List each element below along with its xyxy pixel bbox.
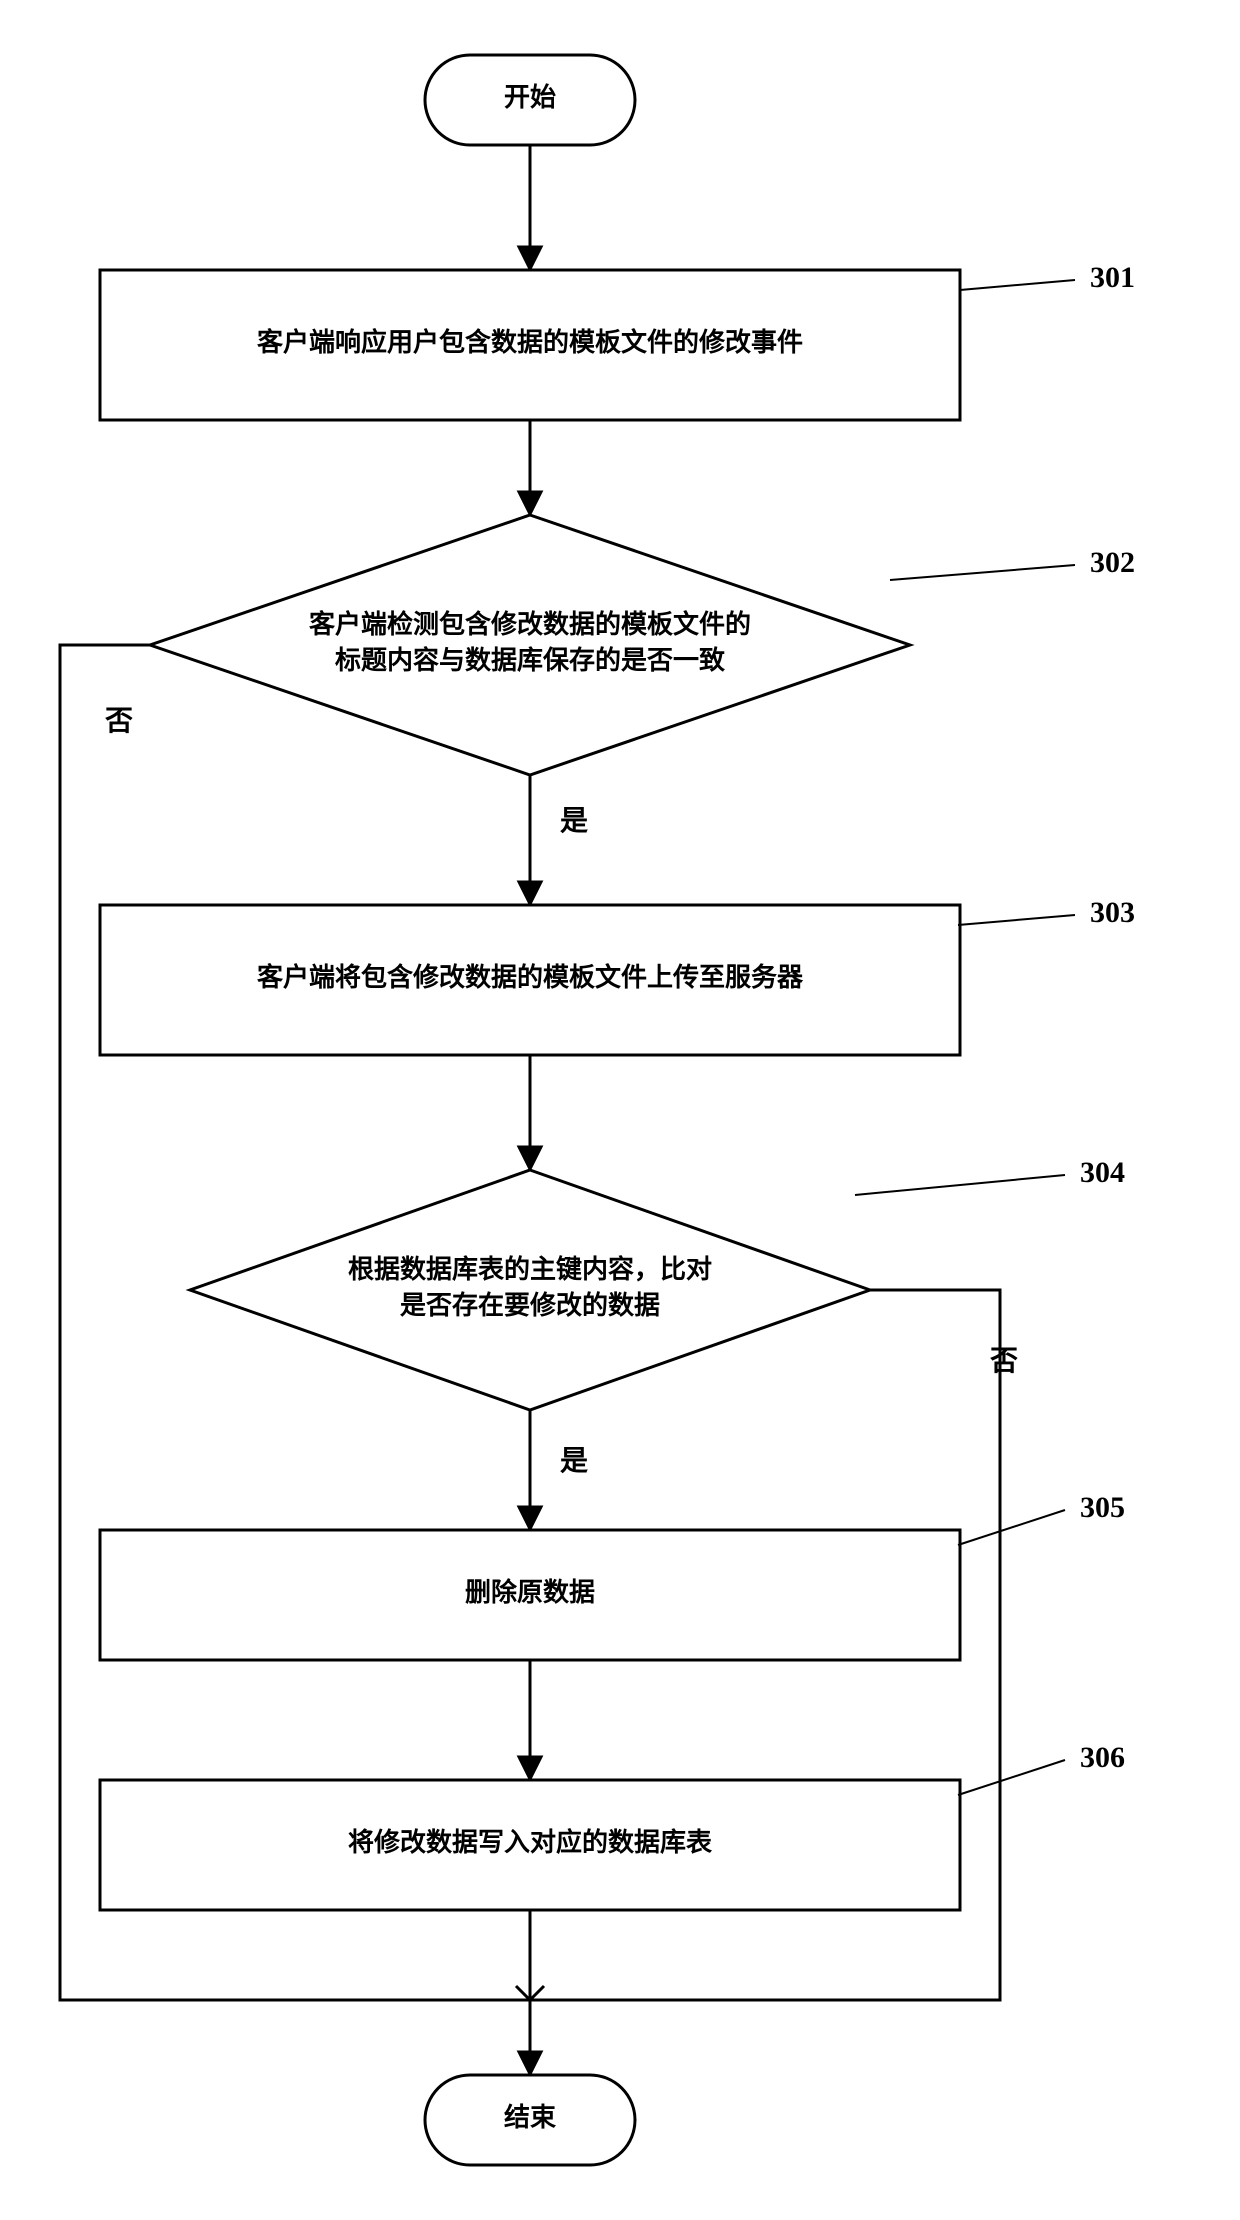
leader-0 bbox=[960, 280, 1075, 290]
ref-label-l301: 301 bbox=[1090, 261, 1135, 294]
svg-text:根据数据库表的主键内容，比对: 根据数据库表的主键内容，比对 bbox=[348, 1254, 712, 1284]
svg-text:是否存在要修改的数据: 是否存在要修改的数据 bbox=[400, 1290, 660, 1320]
leader-2 bbox=[958, 915, 1075, 925]
ref-label-l304: 304 bbox=[1080, 1156, 1125, 1189]
edge-label-d304_yes: 是 bbox=[560, 1446, 588, 1477]
svg-text:结束: 结束 bbox=[504, 2102, 557, 2132]
svg-text:客户端响应用户包含数据的模板文件的修改事件: 客户端响应用户包含数据的模板文件的修改事件 bbox=[257, 327, 803, 357]
leader-4 bbox=[958, 1510, 1065, 1545]
svg-text:删除原数据: 删除原数据 bbox=[465, 1577, 595, 1607]
svg-text:客户端将包含修改数据的模板文件上传至服务器: 客户端将包含修改数据的模板文件上传至服务器 bbox=[257, 962, 804, 992]
leader-1 bbox=[890, 565, 1075, 580]
ref-label-l303: 303 bbox=[1090, 896, 1135, 929]
edge-label-d302_yes: 是 bbox=[560, 806, 588, 837]
leader-3 bbox=[855, 1175, 1065, 1195]
edge-label-d302_no: 否 bbox=[105, 706, 133, 737]
ref-label-l302: 302 bbox=[1090, 546, 1135, 579]
svg-text:开始: 开始 bbox=[504, 83, 556, 112]
leader-5 bbox=[958, 1760, 1065, 1795]
ref-label-l305: 305 bbox=[1080, 1491, 1125, 1524]
svg-text:客户端检测包含修改数据的模板文件的: 客户端检测包含修改数据的模板文件的 bbox=[309, 609, 751, 639]
flowchart-canvas: 开始结束 客户端响应用户包含数据的模板文件的修改事件客户端检测包含修改数据的模板文… bbox=[0, 0, 1240, 2220]
svg-text:标题内容与数据库保存的是否一致: 标题内容与数据库保存的是否一致 bbox=[335, 645, 726, 675]
svg-text:将修改数据写入对应的数据库表: 将修改数据写入对应的数据库表 bbox=[348, 1827, 713, 1857]
ref-label-l306: 306 bbox=[1080, 1741, 1125, 1774]
edge-label-d304_no: 否 bbox=[990, 1346, 1018, 1377]
